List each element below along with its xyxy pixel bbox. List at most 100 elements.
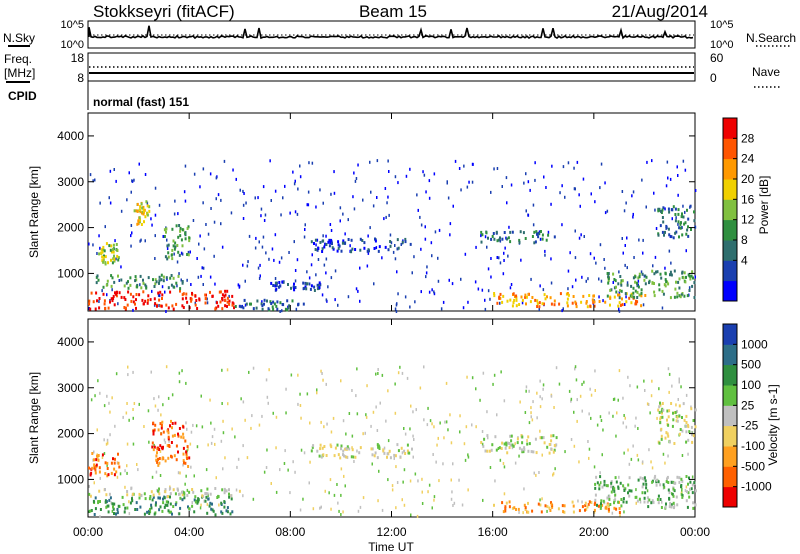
echo-cell: [655, 270, 657, 274]
noise-cell: [652, 264, 654, 268]
echo-cell: [314, 238, 317, 242]
noise-cell: [210, 421, 212, 425]
echo-cell: [396, 238, 399, 242]
echo-cell: [110, 471, 113, 475]
echo-cell: [161, 293, 164, 297]
echo-cell: [620, 498, 623, 501]
colorbar-tick-label: 8: [741, 233, 748, 247]
echo-cell: [389, 240, 392, 243]
echo-cell: [493, 294, 496, 298]
noise-cell: [538, 471, 540, 474]
echo-cell: [153, 428, 156, 432]
echo-cell: [103, 254, 105, 258]
echo-cell: [685, 440, 688, 444]
noise-cell: [340, 493, 342, 497]
echo-cell: [506, 451, 509, 455]
noise-cell: [542, 288, 545, 292]
echo-cell: [149, 495, 152, 498]
noise-cell: [500, 370, 502, 374]
noise-cell: [332, 416, 335, 420]
noise-cell: [641, 460, 644, 464]
noise-cell: [400, 243, 402, 246]
noise-trace: [88, 25, 694, 40]
echo-cell: [328, 244, 331, 248]
noise-cell: [588, 456, 590, 460]
noise-cell: [307, 190, 310, 194]
noise-cell: [505, 236, 507, 240]
echo-cell: [640, 288, 643, 292]
echo-cell: [102, 245, 105, 249]
echo-cell: [135, 278, 138, 282]
noise-cell: [215, 476, 217, 480]
echo-cell: [347, 238, 350, 241]
echo-cell: [517, 507, 520, 511]
echo-cell: [146, 213, 149, 217]
noise-cell: [293, 240, 295, 244]
noise-cell: [244, 418, 246, 422]
echo-cell: [575, 302, 578, 306]
echo-cell: [104, 255, 107, 259]
echo-cell: [540, 230, 542, 233]
echo-cell: [680, 215, 683, 219]
noise-cell: [459, 430, 461, 434]
echo-cell: [168, 444, 171, 447]
echo-cell: [508, 442, 511, 445]
echo-cell: [238, 304, 241, 308]
echo-cell: [157, 457, 159, 461]
noise-cell: [237, 283, 240, 287]
echo-cell: [617, 485, 620, 489]
echo-cell: [660, 276, 663, 280]
echo-cell: [588, 500, 591, 504]
noise-cell: [158, 294, 161, 298]
noise-cell: [467, 453, 469, 457]
echo-cell: [111, 299, 114, 303]
echo-cell: [672, 418, 675, 422]
echo-cell: [175, 224, 178, 228]
noise-cell: [94, 178, 96, 182]
noise-cell: [132, 370, 134, 374]
echo-cell: [187, 465, 190, 468]
echo-cell: [181, 304, 184, 308]
noise-cell: [319, 188, 321, 192]
noise-cell: [552, 472, 555, 476]
echo-cell: [181, 498, 184, 502]
y-tick-label: 1000: [57, 472, 84, 486]
noise-cell: [667, 367, 670, 371]
noise-cell: [128, 512, 131, 516]
echo-cell: [123, 510, 126, 514]
echo-cell: [374, 237, 376, 241]
echo-cell: [534, 298, 537, 302]
noise-cell: [414, 300, 416, 304]
echo-cell: [112, 257, 115, 261]
echo-cell: [169, 486, 172, 490]
echo-cell: [167, 509, 170, 513]
echo-cell: [330, 238, 333, 242]
noise-cell: [600, 481, 602, 485]
echo-cell: [613, 286, 616, 290]
noise-cell: [303, 451, 306, 455]
echo-cell: [88, 302, 91, 306]
echo-cell: [643, 496, 646, 500]
echo-cell: [282, 280, 285, 284]
echo-cell: [166, 503, 169, 507]
echo-cell: [162, 501, 165, 505]
echo-cell: [555, 443, 558, 447]
noise-cell: [97, 379, 99, 383]
echo-cell: [512, 444, 515, 448]
echo-cell: [659, 483, 662, 487]
echo-cell: [191, 488, 194, 491]
noise-cell: [362, 496, 365, 500]
echo-cell: [534, 437, 537, 441]
noise-cell: [202, 266, 205, 270]
cpid-text: normal (fast) 151: [93, 95, 189, 109]
echo-cell: [179, 229, 182, 233]
echo-cell: [666, 409, 669, 413]
echo-cell: [225, 489, 228, 493]
echo-cell: [396, 443, 399, 447]
echo-cell: [120, 295, 123, 299]
echo-cell: [113, 502, 116, 506]
echo-cell: [162, 497, 164, 501]
echo-cell: [167, 495, 169, 498]
noise-cell: [126, 442, 129, 446]
echo-cell: [122, 503, 125, 507]
